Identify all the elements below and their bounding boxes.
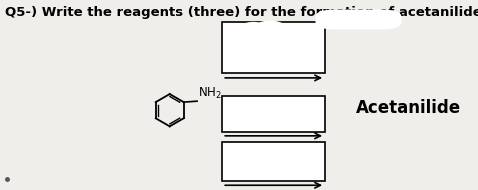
Bar <box>222 96 325 132</box>
Ellipse shape <box>273 25 300 41</box>
Ellipse shape <box>250 107 293 122</box>
Ellipse shape <box>279 108 303 121</box>
Bar <box>222 22 325 73</box>
Ellipse shape <box>240 107 264 122</box>
FancyBboxPatch shape <box>315 10 402 29</box>
Ellipse shape <box>244 159 277 176</box>
Text: NH$_2$: NH$_2$ <box>198 86 222 101</box>
Ellipse shape <box>235 149 252 162</box>
Ellipse shape <box>237 22 270 43</box>
Ellipse shape <box>234 31 296 50</box>
Ellipse shape <box>229 155 258 176</box>
Ellipse shape <box>252 21 288 40</box>
Text: Acetanilide: Acetanilide <box>356 99 461 117</box>
Text: Q5-) Write the reagents (three) for the formation of acetanilide.: Q5-) Write the reagents (three) for the … <box>5 6 478 19</box>
Bar <box>222 142 325 181</box>
